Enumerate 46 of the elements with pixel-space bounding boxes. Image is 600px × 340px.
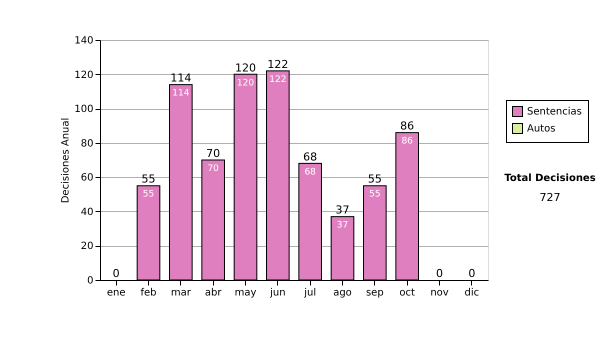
y-tick-label: 0 bbox=[87, 276, 94, 286]
total-label: 0 bbox=[468, 267, 476, 280]
text: Total Decisiones bbox=[504, 173, 596, 184]
data-label: 120 bbox=[236, 78, 254, 88]
legend-label: Sentencias bbox=[527, 106, 582, 118]
x-tick-label: jul bbox=[303, 288, 316, 298]
legend-label: Autos bbox=[527, 124, 556, 134]
x-tick-label: feb bbox=[140, 288, 157, 298]
x-tick-label: may bbox=[234, 288, 256, 298]
x-tick-label: mar bbox=[170, 288, 192, 298]
data-label: 68 bbox=[304, 167, 316, 178]
data-label: 37 bbox=[336, 220, 348, 231]
x-tick-label: nov bbox=[430, 288, 449, 298]
total-label: 68 bbox=[303, 150, 318, 164]
total-label: 55 bbox=[142, 172, 156, 186]
x-tick-label: oct bbox=[399, 288, 416, 298]
total-label: 37 bbox=[336, 204, 350, 217]
y-tick-label: 40 bbox=[80, 206, 94, 218]
x-tick-label: dic bbox=[464, 288, 480, 298]
y-tick-label: 140 bbox=[74, 36, 94, 46]
x-tick-label: sep bbox=[366, 288, 384, 298]
text: 727 bbox=[540, 191, 560, 204]
total-label: 120 bbox=[235, 61, 256, 74]
total-label: 86 bbox=[400, 120, 414, 133]
data-label: 55 bbox=[142, 190, 154, 200]
total-label: 70 bbox=[206, 147, 220, 160]
y-tick-label: 120 bbox=[74, 70, 94, 81]
total-label: 0 bbox=[112, 267, 120, 280]
x-tick-label: jun bbox=[269, 288, 286, 298]
y-axis-title: Decisiones Anual bbox=[60, 118, 72, 204]
y-tick-label: 20 bbox=[80, 241, 94, 252]
x-tick-label: ene bbox=[106, 288, 126, 298]
data-label: 122 bbox=[269, 74, 286, 85]
data-label: 114 bbox=[172, 88, 190, 99]
x-tick-label: ago bbox=[333, 288, 352, 298]
data-label: 86 bbox=[401, 136, 414, 147]
y-tick-label: 60 bbox=[80, 172, 94, 184]
total-label: 122 bbox=[267, 58, 288, 71]
x-tick-label: abr bbox=[204, 288, 222, 298]
y-tick-label: 100 bbox=[74, 104, 94, 116]
data-label: 70 bbox=[207, 164, 220, 174]
data-label: 55 bbox=[369, 190, 381, 200]
y-tick-label: 80 bbox=[80, 138, 94, 150]
total-label: 114 bbox=[170, 72, 192, 85]
total-label: 55 bbox=[368, 172, 382, 186]
total-label: 0 bbox=[436, 267, 443, 280]
